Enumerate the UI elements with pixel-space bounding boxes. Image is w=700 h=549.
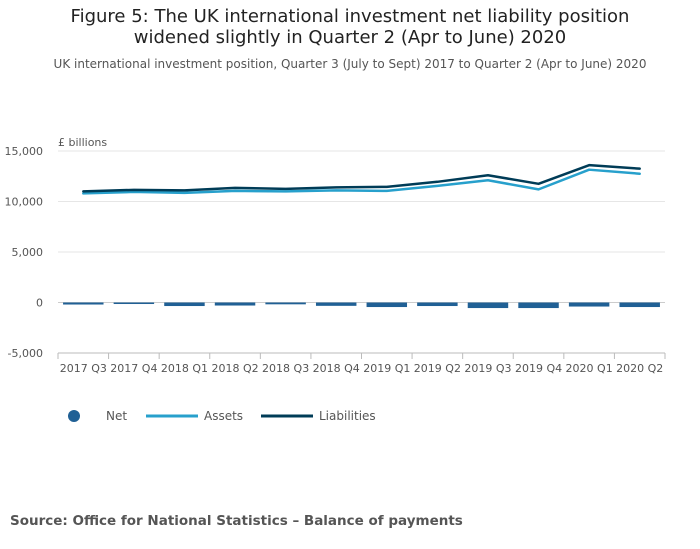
net-bar bbox=[113, 302, 155, 305]
x-tick-label: 2018 Q2 bbox=[211, 362, 258, 375]
legend: Net Assets Liabilities bbox=[68, 409, 376, 423]
net-bar bbox=[417, 302, 458, 307]
y-tick-label: 15,000 bbox=[5, 145, 44, 158]
y-tick-label: 10,000 bbox=[5, 196, 44, 209]
net-bar bbox=[315, 302, 357, 306]
x-tick-label: 2019 Q4 bbox=[515, 362, 562, 375]
x-tick-label: 2018 Q3 bbox=[262, 362, 309, 375]
assets-line bbox=[82, 168, 641, 195]
x-tick-label: 2018 Q4 bbox=[313, 362, 360, 375]
x-tick-label: 2019 Q3 bbox=[464, 362, 511, 375]
x-tick-label: 2018 Q1 bbox=[161, 362, 208, 375]
y-axis-label: £ billions bbox=[58, 136, 107, 149]
x-tick-label: 2020 Q1 bbox=[566, 362, 613, 375]
legend-label: Net bbox=[106, 409, 127, 423]
net-bar bbox=[265, 302, 306, 305]
x-tick-label: 2019 Q2 bbox=[414, 362, 461, 375]
chart-title: Figure 5: The UK international investmen… bbox=[70, 6, 630, 48]
x-tick-label: 2017 Q4 bbox=[110, 362, 157, 375]
series-lines bbox=[82, 163, 641, 195]
legend-label: Liabilities bbox=[319, 409, 376, 423]
legend-net-swatch bbox=[68, 410, 80, 422]
net-bars bbox=[63, 302, 660, 309]
net-bar bbox=[619, 302, 660, 308]
gridlines bbox=[58, 150, 665, 354]
x-axis: 2017 Q3 2017 Q4 2018 Q1 2018 Q2 2018 Q3 2018 … bbox=[57, 352, 666, 375]
x-tick-label: 2019 Q1 bbox=[363, 362, 410, 375]
net-bar bbox=[467, 302, 509, 309]
source-note: Source: Office for National Statistics –… bbox=[10, 513, 463, 529]
net-bar bbox=[568, 302, 610, 307]
net-bar bbox=[366, 302, 408, 308]
net-bar bbox=[63, 302, 104, 305]
liabilities-line bbox=[82, 163, 641, 193]
net-bar bbox=[214, 302, 256, 306]
legend-label: Assets bbox=[204, 409, 243, 423]
x-tick-label: 2017 Q3 bbox=[60, 362, 107, 375]
net-bar bbox=[164, 302, 205, 307]
y-axis-ticks: 15,000 10,000 5,000 0 -5,000 bbox=[5, 145, 44, 360]
y-tick-label: 0 bbox=[36, 297, 43, 310]
net-bar bbox=[518, 302, 559, 309]
y-tick-label: 5,000 bbox=[12, 246, 44, 259]
chart-subtitle: UK international investment position, Qu… bbox=[53, 57, 647, 71]
y-tick-label: -5,000 bbox=[8, 347, 43, 360]
x-tick-label: 2020 Q2 bbox=[616, 362, 663, 375]
